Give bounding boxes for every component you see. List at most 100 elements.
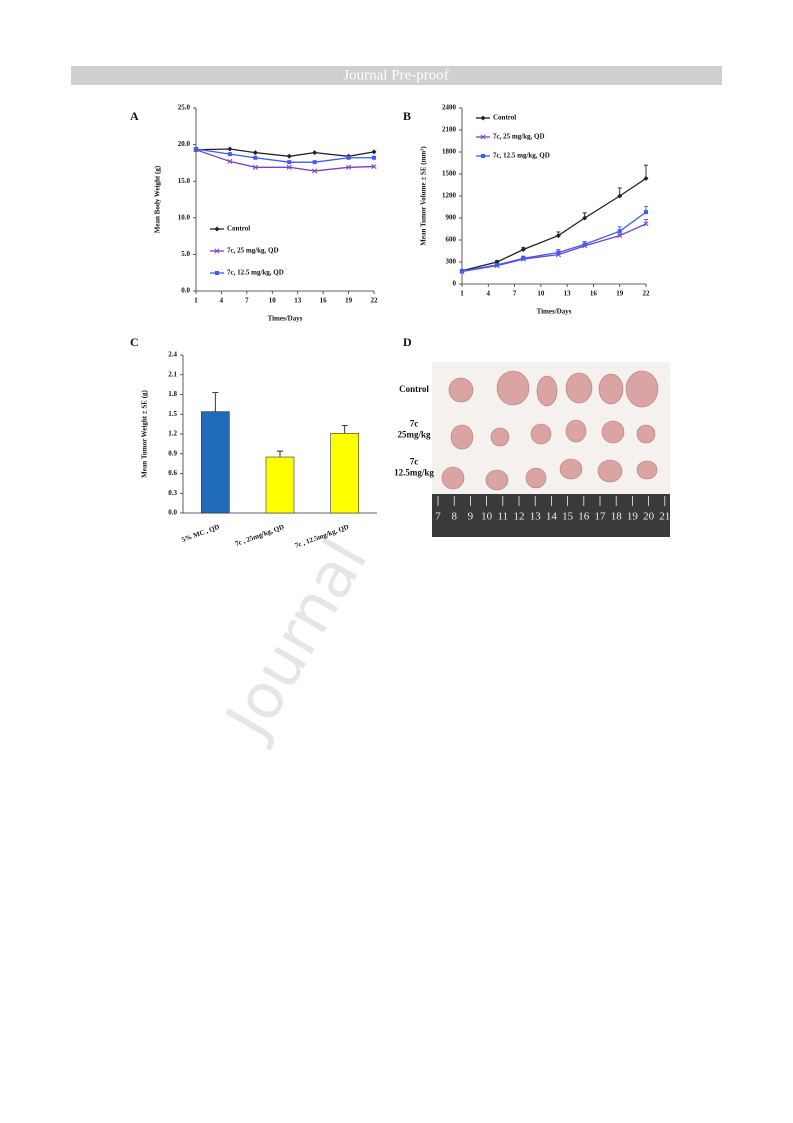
x-tick-label: 1 [460,290,464,298]
marker [372,155,376,160]
legend-label: 7c, 25 mg/kg, QD [493,133,545,141]
legend-label: 7c, 25 mg/kg, QD [227,247,279,255]
bar [330,433,359,514]
y-tick-label: 0.3 [168,489,177,497]
tumor [530,423,552,445]
tumor [625,370,659,408]
tumor [559,458,583,480]
legend-label: 7c, 12.5 mg/kg, QD [493,152,550,160]
marker [312,160,317,165]
x-tick-label: 10 [269,297,277,305]
panel-label: A [130,109,139,123]
series-line [461,211,647,272]
x-tick-label: 5% MC , QD [181,523,221,544]
y-tick-label: 300 [446,258,457,266]
x-tick-label: 4 [487,290,491,298]
marker [617,229,622,234]
y-tick-label: 600 [446,236,457,244]
watermark: Journal [209,527,381,753]
marker [286,164,292,170]
marker [312,168,318,174]
series [459,164,649,274]
tumor [485,469,509,491]
tumor [598,373,624,405]
y-tick-label: 1.8 [168,390,177,398]
marker [555,233,561,239]
row-label: 12.5mg/kg [394,468,434,478]
x-tick-label: 16 [590,290,598,298]
x-tick-label: 13 [564,290,572,298]
marker [227,146,233,152]
tumor [490,427,510,447]
y-tick-label: 10.0 [178,213,191,221]
y-tick-label: 15.0 [178,177,191,185]
y-tick-label: 20.0 [178,140,191,148]
y-axis-label: Mean Tumor Volume ± SE (mm³) [420,146,428,246]
legend-label: 7c, 12.5 mg/kg, QD [227,269,284,277]
error-bar [212,392,219,412]
legend-marker [481,154,485,158]
tumor [636,460,658,480]
marker [582,242,587,247]
ruler-number: 13 [530,511,542,523]
y-axis-label: Mean Tumor Weight ± SE (g) [141,389,149,477]
marker [520,247,526,253]
error-bar [644,219,648,224]
y-tick-label: 1200 [442,192,457,200]
marker [644,210,648,215]
legend-marker [215,271,219,275]
marker [252,150,258,156]
tumor [496,370,530,406]
legend-label: Control [227,225,250,233]
x-axis-label: Times/Days [537,308,572,316]
tumor [441,466,465,490]
tumor-photo [432,362,670,537]
legend-label: Control [493,114,516,122]
tumor [525,467,547,489]
series-line [461,177,647,272]
ruler-number: 18 [611,511,623,523]
ruler-number: 10 [481,511,493,523]
panel-label: D [403,335,412,349]
header-band [71,66,722,85]
x-tick-label: 22 [371,297,379,305]
panel-label: C [130,335,139,349]
y-tick-label: 1500 [442,170,457,178]
ruler-number: 9 [468,511,474,523]
y-tick-label: 0.9 [168,449,177,457]
marker [643,221,649,227]
error-bar [341,424,348,434]
marker [371,164,377,170]
ruler-number: 16 [578,511,590,523]
legend-marker [480,134,486,140]
tumor [565,419,587,443]
marker [521,256,526,261]
marker [617,193,623,199]
row-label: 7c [410,419,419,429]
series [193,147,377,174]
ruler-number: 21 [659,511,670,523]
row-label: 7c [410,457,419,467]
y-tick-label: 5.0 [181,250,190,258]
bar [265,456,295,514]
x-tick-label: 7c , 25mg/kg, QD [234,523,285,548]
legend-marker [480,115,486,121]
ruler-number: 7 [435,511,441,523]
x-tick-label: 13 [294,297,302,305]
marker [194,146,198,151]
ruler-number: 19 [627,511,639,523]
header-title: Journal Pre-proof [343,67,448,83]
marker [287,160,292,165]
marker [286,153,292,159]
marker [253,155,258,160]
tumor [597,459,623,483]
x-tick-label: 7 [513,290,517,298]
series [194,146,376,165]
ruler-number: 20 [643,511,655,523]
marker [371,149,377,155]
marker [582,215,588,221]
tumor [448,377,474,403]
y-axis-label: Mean Body Weight (g) [154,165,162,233]
